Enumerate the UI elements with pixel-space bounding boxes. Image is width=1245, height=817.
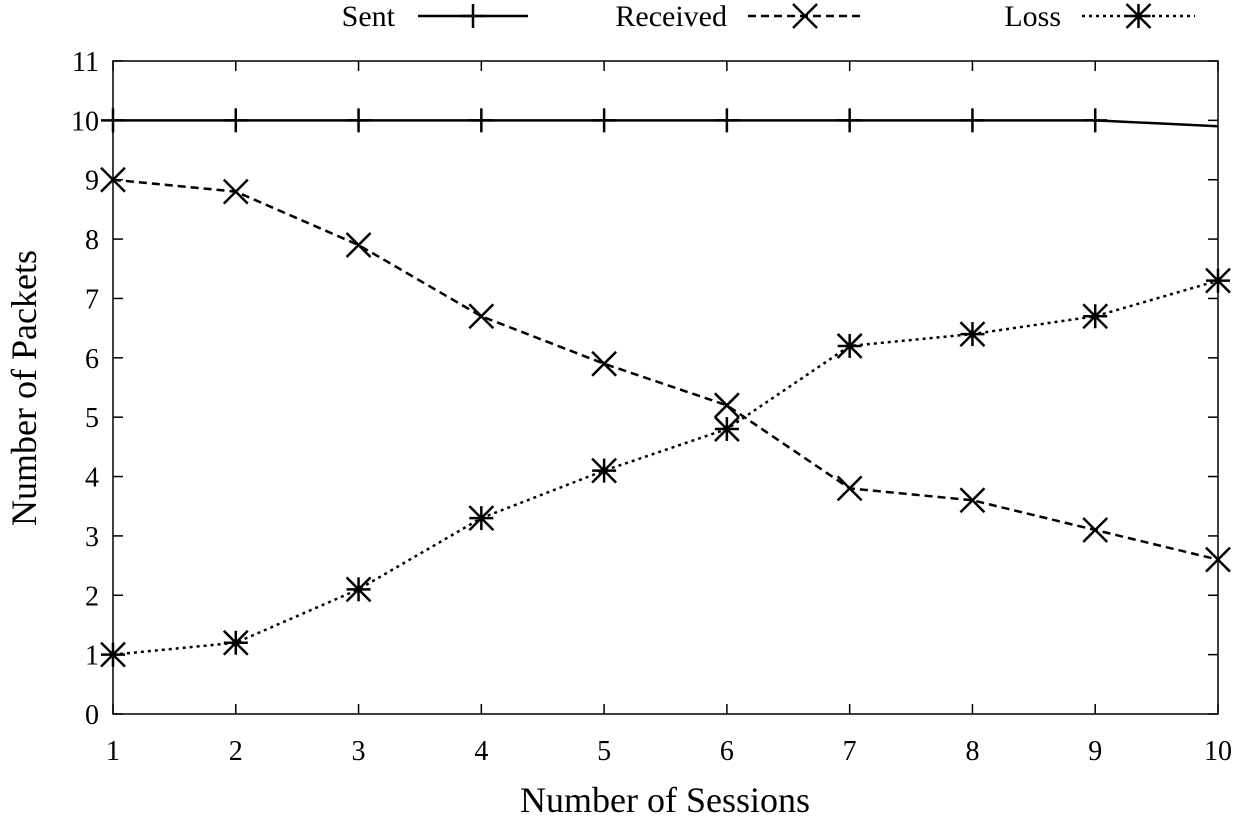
data-point-received: [1082, 517, 1109, 543]
data-point-loss: [591, 457, 617, 484]
data-point-loss: [1082, 303, 1109, 330]
y-tick-label: 3: [85, 522, 99, 553]
y-tick-label: 9: [85, 166, 99, 197]
y-tick-label: 2: [85, 581, 99, 612]
series-line-loss: [112, 279, 1219, 656]
legend-label-sent: Sent: [342, 0, 396, 33]
y-tick-label: 0: [85, 700, 99, 731]
data-point-loss: [345, 576, 372, 603]
y-tick-label: 11: [72, 47, 99, 78]
data-point-sent: [714, 108, 739, 133]
data-point-sent: [469, 108, 494, 133]
legend-item-received: Received: [615, 0, 862, 33]
legend-marker-sent: [461, 4, 485, 28]
plot-frame: [112, 60, 1219, 715]
y-tick-label: 5: [85, 403, 99, 434]
legend-marker-received: [792, 3, 818, 29]
y-axis-title: Number of Packets: [4, 250, 44, 526]
data-point-sent: [592, 108, 617, 133]
data-point-received: [714, 392, 740, 419]
data-point-loss: [959, 321, 986, 347]
data-point-received: [222, 178, 249, 205]
data-point-sent: [346, 108, 371, 133]
legend-marker-loss: [1125, 3, 1152, 29]
legend-item-loss: Loss: [1004, 0, 1195, 33]
x-tick-label: 10: [1204, 736, 1232, 767]
y-tick-label: 10: [71, 106, 99, 137]
data-point-received: [591, 350, 617, 377]
x-tick-label: 3: [352, 736, 366, 767]
y-tick-label: 1: [85, 641, 99, 672]
series-layer: [100, 108, 1231, 668]
x-tick-label: 7: [843, 736, 857, 767]
x-tick-label: 6: [720, 736, 734, 767]
x-tick-label: 5: [597, 736, 611, 767]
legend-item-sent: Sent: [342, 0, 528, 33]
data-point-sent: [1083, 108, 1108, 133]
series-line-sent: [113, 119, 1219, 128]
x-tick-label: 1: [106, 736, 120, 767]
x-tick-label: 8: [965, 736, 979, 767]
legend-label-received: Received: [615, 0, 727, 33]
data-point-sent: [960, 108, 985, 133]
x-tick-label: 2: [229, 736, 243, 767]
data-point-loss: [468, 505, 495, 531]
data-point-loss: [222, 629, 249, 656]
data-point-received: [345, 232, 372, 258]
x-tick-label: 9: [1088, 736, 1102, 767]
data-point-loss: [836, 333, 863, 359]
y-tick-label: 4: [85, 463, 99, 494]
legend-label-loss: Loss: [1004, 0, 1061, 33]
y-tick-label: 8: [85, 225, 99, 256]
x-tick-label: 4: [474, 736, 488, 767]
x-axis-title: Number of Sessions: [520, 780, 810, 817]
data-point-received: [836, 475, 863, 502]
series-loss: [100, 267, 1231, 668]
y-tick-label: 6: [85, 344, 99, 375]
data-point-loss: [714, 416, 740, 442]
data-point-sent: [837, 108, 862, 133]
data-point-sent: [223, 108, 248, 133]
y-tick-label: 7: [85, 284, 99, 315]
series-sent: [101, 108, 1219, 133]
legend: Sent Received Loss: [342, 0, 1195, 33]
series-line-received: [112, 178, 1219, 561]
data-point-received: [959, 487, 986, 514]
series-received: [100, 166, 1231, 573]
data-point-received: [468, 303, 495, 330]
